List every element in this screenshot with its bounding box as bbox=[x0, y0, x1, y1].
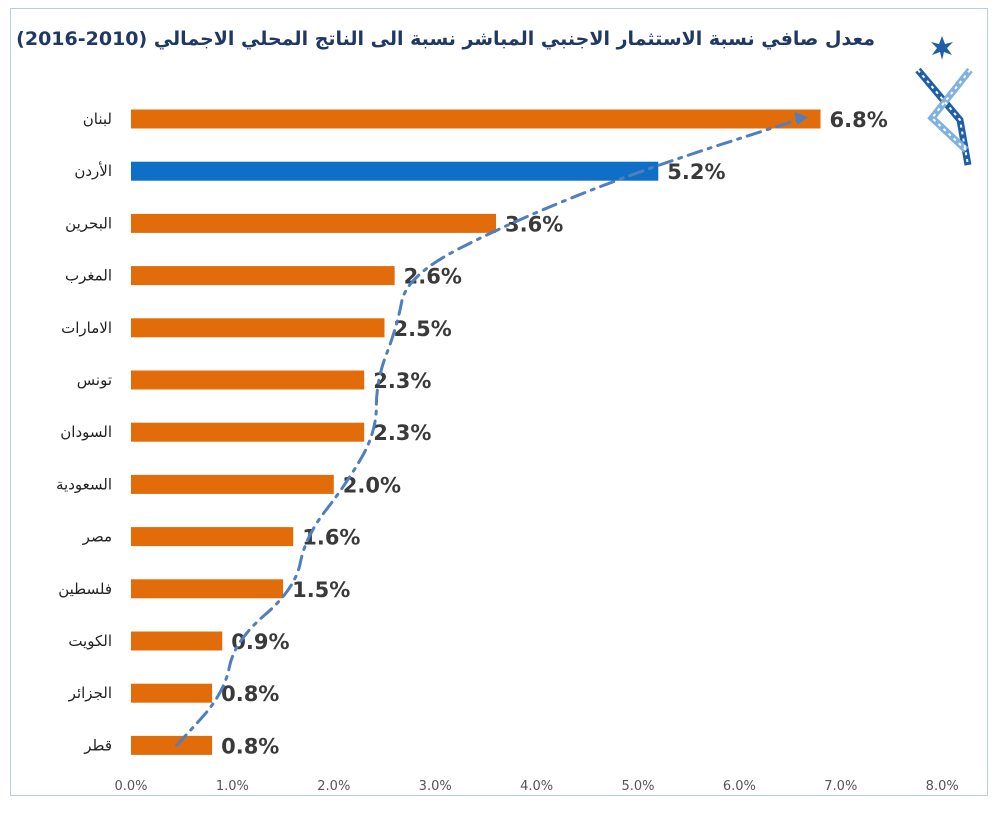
data-label: 2.5% bbox=[394, 317, 452, 341]
x-tick-label: 6.0% bbox=[723, 779, 756, 794]
category-label: الجزائر bbox=[68, 684, 112, 702]
trend-line bbox=[175, 117, 802, 747]
bar bbox=[131, 318, 385, 338]
data-label: 5.2% bbox=[667, 160, 725, 184]
category-label: فلسطين bbox=[58, 580, 112, 598]
data-label: 2.0% bbox=[343, 473, 401, 497]
data-label: 6.8% bbox=[830, 108, 888, 132]
category-label: الكويت bbox=[68, 632, 112, 650]
category-label: المغرب bbox=[65, 267, 112, 285]
x-tick-label: 3.0% bbox=[419, 779, 452, 794]
data-label: 2.3% bbox=[373, 421, 431, 445]
bar bbox=[131, 370, 365, 390]
x-tick-label: 2.0% bbox=[317, 779, 350, 794]
x-tick-label: 8.0% bbox=[926, 779, 959, 794]
category-label: السعودية bbox=[56, 475, 112, 493]
data-label: 2.3% bbox=[373, 369, 431, 393]
data-label: 0.8% bbox=[221, 682, 279, 706]
category-label: تونس bbox=[77, 371, 112, 389]
bar bbox=[131, 474, 334, 494]
bar bbox=[131, 527, 294, 547]
data-label: 0.8% bbox=[221, 734, 279, 758]
category-label: مصر bbox=[82, 528, 112, 546]
chart-frame bbox=[10, 8, 988, 796]
logo bbox=[910, 30, 980, 170]
x-tick-label: 4.0% bbox=[520, 779, 553, 794]
logo-mark-icon bbox=[915, 36, 973, 166]
x-tick-label: 1.0% bbox=[216, 779, 249, 794]
bar bbox=[131, 683, 213, 703]
trend-arrowhead bbox=[794, 112, 809, 125]
bar bbox=[131, 579, 284, 599]
category-label: الامارات bbox=[61, 319, 112, 337]
data-label: 2.6% bbox=[404, 265, 462, 289]
x-tick-label: 5.0% bbox=[621, 779, 654, 794]
chart-title: معدل صافي نسبة الاستثمار الاجنبي المباشر… bbox=[16, 28, 875, 50]
category-label: البحرين bbox=[65, 214, 112, 232]
bar bbox=[131, 161, 659, 181]
category-label: السودان bbox=[60, 423, 112, 441]
data-label: 3.6% bbox=[505, 212, 563, 236]
category-label: قطر bbox=[83, 736, 112, 754]
data-label: 1.5% bbox=[292, 578, 350, 602]
bar bbox=[131, 735, 213, 755]
category-label: لبنان bbox=[83, 110, 112, 128]
x-tick-label: 0.0% bbox=[114, 779, 147, 794]
bar bbox=[131, 631, 223, 651]
bar bbox=[131, 266, 395, 286]
data-label: 1.6% bbox=[302, 526, 360, 550]
bar bbox=[131, 422, 365, 442]
x-tick-label: 7.0% bbox=[824, 779, 857, 794]
bar bbox=[131, 109, 821, 129]
bar bbox=[131, 213, 497, 233]
category-label: الأردن bbox=[74, 161, 112, 180]
